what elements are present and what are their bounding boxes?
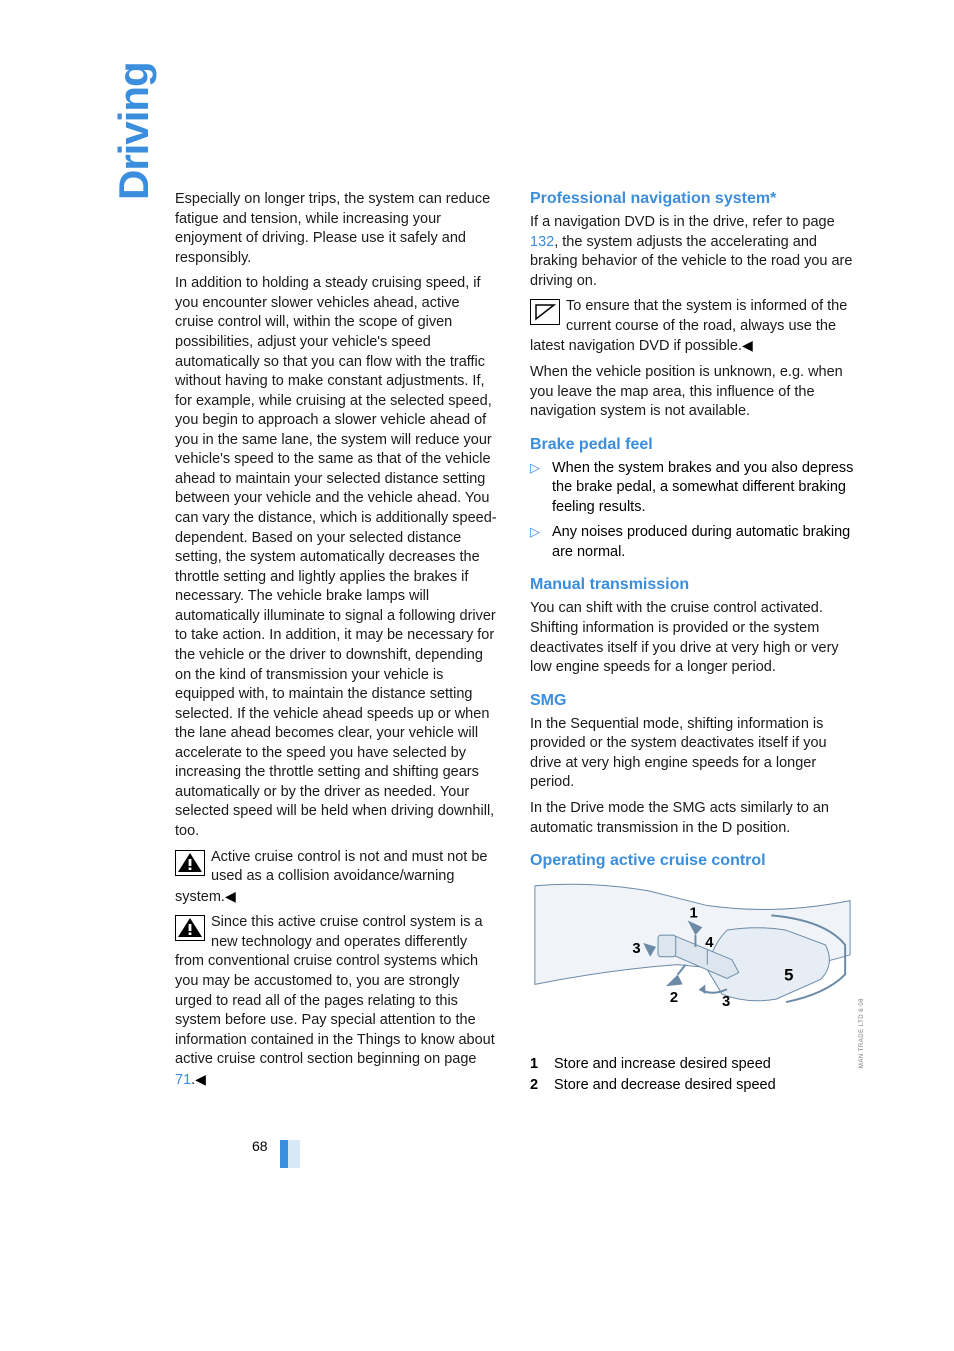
svg-text:3: 3 <box>632 941 640 957</box>
legend-2: Store and decrease desired speed <box>554 1077 776 1093</box>
heading-smg: SMG <box>530 692 855 710</box>
smg-paragraph-1: In the Sequential mode, shifting informa… <box>530 715 855 793</box>
svg-text:3: 3 <box>722 994 730 1010</box>
nav-text-b: , the system adjusts the accelerating an… <box>530 234 852 289</box>
heading-operating-acc: Operating active cruise control <box>530 852 855 870</box>
page-content: Especially on longer trips, the system c… <box>105 190 855 1097</box>
legend-1: Store and increase desired speed <box>554 1056 771 1072</box>
brake-bullet-list: When the system brakes and you also depr… <box>530 459 855 563</box>
end-marker: ◀ <box>195 1071 206 1087</box>
left-column: Especially on longer trips, the system c… <box>175 190 500 1097</box>
svg-text:1: 1 <box>690 905 698 921</box>
warning-block-1: Active cruise control is not and must no… <box>175 848 500 908</box>
heading-manual-transmission: Manual transmission <box>530 576 855 594</box>
warning-block-2: Since this active cruise control system … <box>175 913 500 1090</box>
note-block: To ensure that the system is informed of… <box>530 297 855 357</box>
warning-icon <box>175 915 205 941</box>
section-tab: Driving <box>110 62 158 200</box>
list-item: 1Store and increase desired speed <box>530 1054 855 1076</box>
svg-text:2: 2 <box>670 990 678 1006</box>
right-column: Professional navigation system* If a nav… <box>530 190 855 1097</box>
end-marker: ◀ <box>742 337 753 353</box>
note-text: To ensure that the system is informed of… <box>530 298 847 354</box>
smg-paragraph-2: In the Drive mode the SMG acts similarly… <box>530 799 855 838</box>
page-link-132[interactable]: 132 <box>530 234 554 250</box>
intro-paragraph-1: Especially on longer trips, the system c… <box>175 190 500 268</box>
warning-text-1: Active cruise control is not and must no… <box>175 849 487 905</box>
nav-paragraph-2: When the vehicle position is unknown, e.… <box>530 363 855 422</box>
note-icon <box>530 299 560 325</box>
nav-text-a: If a navigation DVD is in the drive, ref… <box>530 214 835 230</box>
image-credit: MAN TRADE LTD 6 08 <box>859 998 865 1068</box>
diagram-legend: 1Store and increase desired speed 2Store… <box>530 1054 855 1098</box>
heading-brake-pedal: Brake pedal feel <box>530 436 855 454</box>
intro-paragraph-2: In addition to holding a steady cruising… <box>175 274 500 841</box>
svg-text:4: 4 <box>705 935 714 951</box>
list-item: 2Store and decrease desired speed <box>530 1075 855 1097</box>
svg-text:5: 5 <box>784 965 793 984</box>
mt-paragraph: You can shift with the cruise control ac… <box>530 599 855 677</box>
page-number: 68 <box>252 1138 268 1154</box>
end-marker: ◀ <box>225 888 236 904</box>
heading-nav-system: Professional navigation system* <box>530 190 855 208</box>
page-link-71[interactable]: 71 <box>175 1072 191 1088</box>
warning-text-2a: Since this active cruise control system … <box>175 914 495 1067</box>
diagram-svg: 1 2 3 4 5 3 <box>530 876 855 1039</box>
list-item: When the system brakes and you also depr… <box>530 459 855 518</box>
list-item: Any noises produced during automatic bra… <box>530 523 855 562</box>
cruise-control-diagram: 1 2 3 4 5 3 <box>530 876 855 1044</box>
warning-icon <box>175 850 205 876</box>
nav-paragraph: If a navigation DVD is in the drive, ref… <box>530 213 855 291</box>
footer-decoration <box>280 1140 300 1173</box>
